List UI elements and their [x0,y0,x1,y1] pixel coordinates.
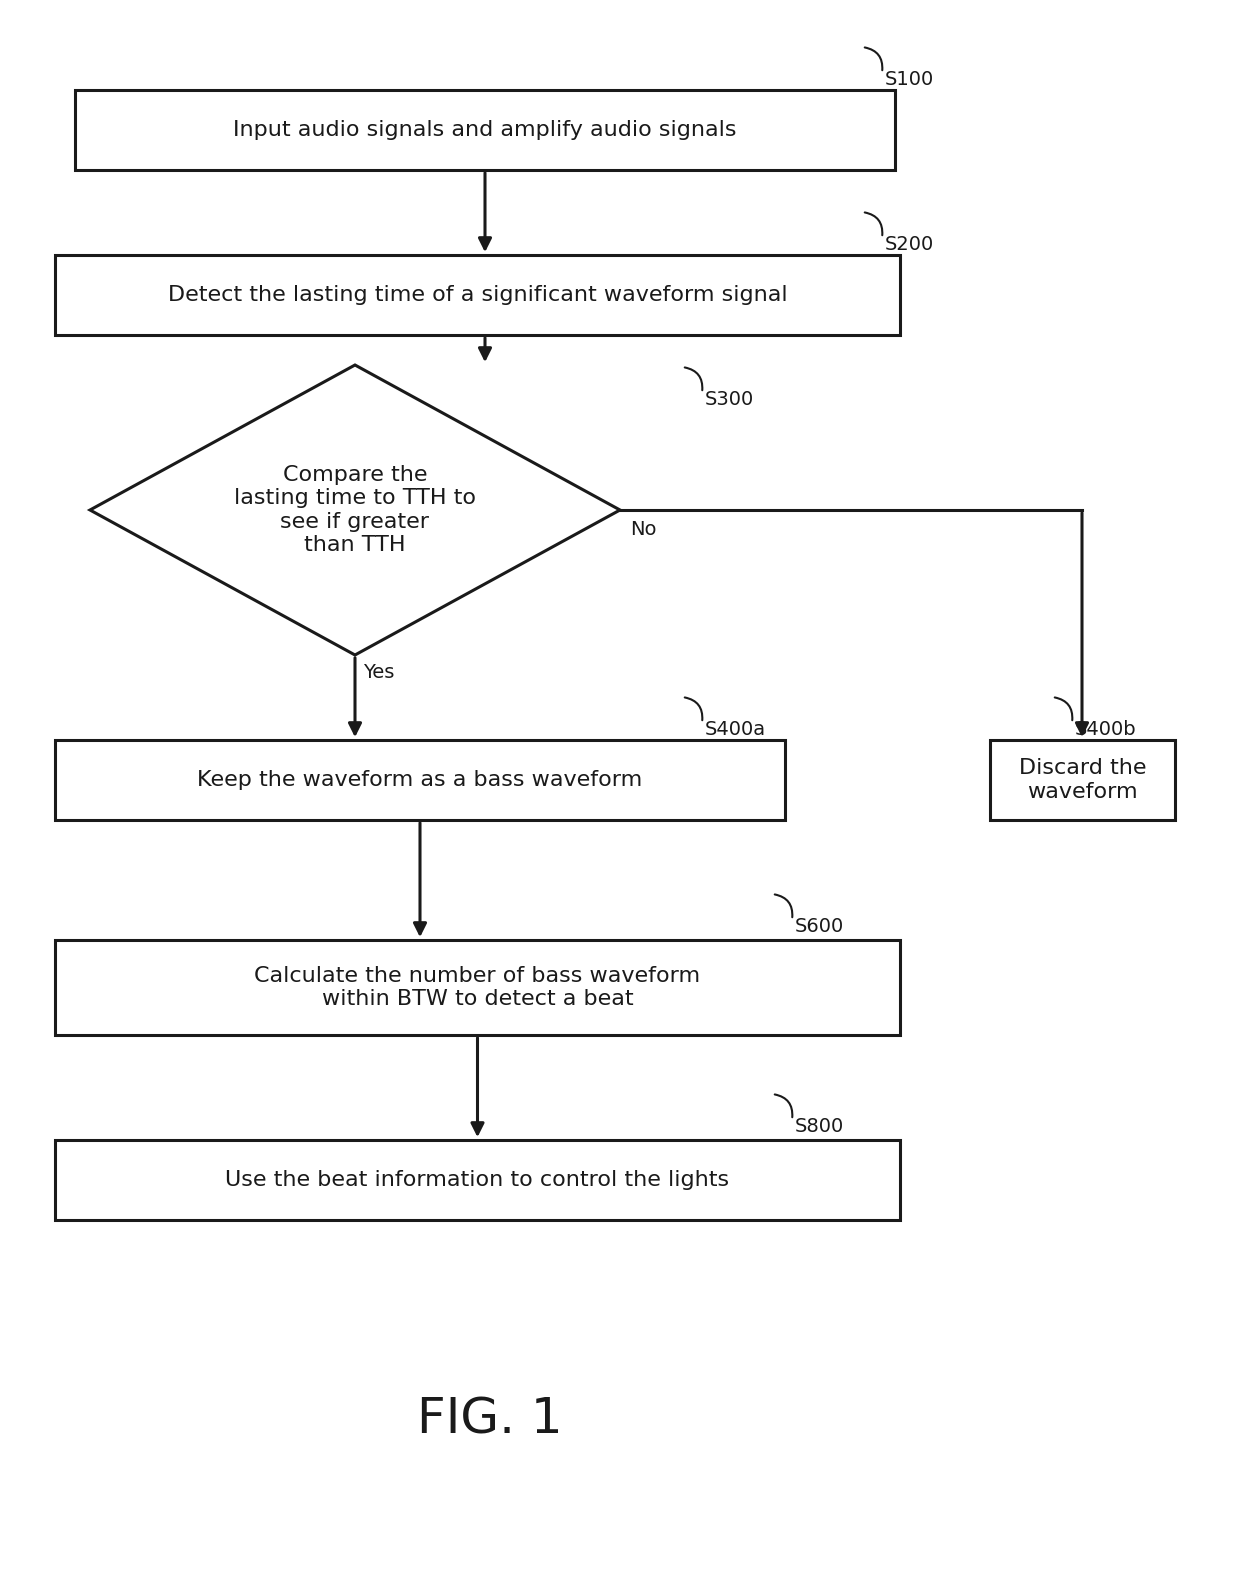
Text: S800: S800 [795,1117,844,1136]
Polygon shape [91,365,620,656]
Text: Discard the
waveform: Discard the waveform [1019,758,1146,801]
Text: Yes: Yes [363,664,394,683]
Text: Keep the waveform as a bass waveform: Keep the waveform as a bass waveform [197,769,642,790]
Bar [74,90,895,171]
Text: Compare the
lasting time to TTH to
see if greater
than TTH: Compare the lasting time to TTH to see i… [234,465,476,555]
Text: S600: S600 [795,916,844,935]
Text: S400a: S400a [706,720,766,739]
Text: No: No [630,520,656,539]
Text: FIG. 1: FIG. 1 [417,1397,563,1444]
Text: S300: S300 [706,390,754,409]
Bar [55,940,900,1035]
Bar [990,739,1176,820]
Text: Input audio signals and amplify audio signals: Input audio signals and amplify audio si… [233,120,737,141]
Bar [55,1141,900,1220]
Text: Detect the lasting time of a significant waveform signal: Detect the lasting time of a significant… [167,284,787,305]
Text: S200: S200 [885,235,934,254]
Text: Use the beat information to control the lights: Use the beat information to control the … [226,1171,729,1190]
Text: S100: S100 [885,70,934,88]
Bar [55,739,785,820]
Text: S400b: S400b [1075,720,1137,739]
Text: Calculate the number of bass waveform
within BTW to detect a beat: Calculate the number of bass waveform wi… [254,965,701,1010]
Bar [55,254,900,335]
